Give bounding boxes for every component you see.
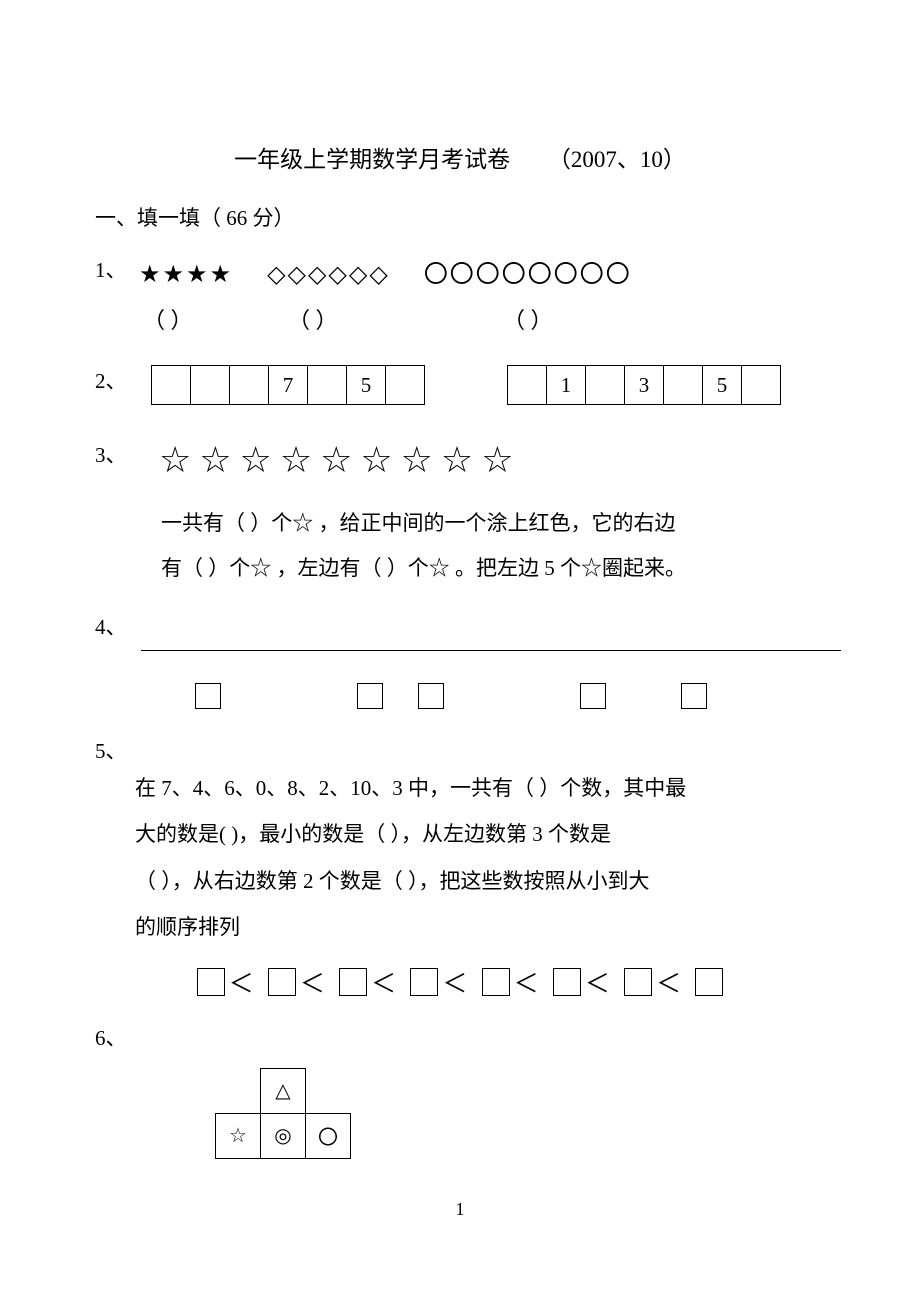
q5-ord-box-6 (553, 968, 581, 996)
q1-circles: 〇〇〇〇〇〇〇〇 (424, 254, 632, 289)
q3-stars: ☆☆☆☆☆☆☆☆☆ (159, 439, 521, 481)
q5-lt-4: ＜ (442, 971, 469, 998)
title-row: 一年级上学期数学月考试卷 （2007、10） (95, 140, 825, 174)
q6-grid: △ ☆ ◎ 〇 (215, 1068, 825, 1159)
page-title: 一年级上学期数学月考试卷 (234, 140, 510, 174)
q5-ord-box-2 (268, 968, 296, 996)
q6-cell-mid: ◎ (261, 1113, 306, 1158)
question-2: 2、 7 5 1 3 5 (95, 365, 825, 405)
q2-sequence-2: 1 3 5 (507, 365, 781, 405)
q2-s2-c2: 1 (547, 366, 586, 405)
q6-table: △ ☆ ◎ 〇 (215, 1068, 351, 1159)
q4-number: 4、 (95, 611, 135, 641)
q4-box-3 (418, 683, 444, 709)
q2-s2-c4: 3 (625, 366, 664, 405)
q5-lt-5: ＜ (514, 971, 541, 998)
q4-box-4 (580, 683, 606, 709)
q5-lt-6: ＜ (585, 971, 612, 998)
q5-lt-3: ＜ (371, 971, 398, 998)
page-number: 1 (95, 1199, 825, 1220)
q6-cell-right: 〇 (306, 1113, 351, 1158)
q4-number-line (141, 649, 841, 651)
question-3: 3、 ☆☆☆☆☆☆☆☆☆ 一共有（ ）个☆ ，给正中间的一个涂上红色，它的右边 … (95, 439, 825, 591)
q4-box-1 (195, 683, 221, 709)
exam-page: 一年级上学期数学月考试卷 （2007、10） 一、填一填（ 66 分） 1、 ★… (0, 0, 920, 1260)
q5-ordering: ＜ ＜ ＜ ＜ ＜ ＜ ＜ (95, 964, 825, 1000)
q2-s1-c7 (386, 366, 425, 405)
q6-cell-top: △ (261, 1068, 306, 1113)
q2-s2-c5 (664, 366, 703, 405)
q1-blank-1: （ ） (143, 303, 193, 335)
q5-lt-2: ＜ (300, 971, 327, 998)
q3-line-2: 有（ ）个☆ ，左边有（ ）个☆ 。把左边 5 个☆圈起来。 (161, 546, 825, 591)
section-1-header: 一、填一填（ 66 分） (95, 202, 825, 232)
q1-blank-2: （ ） (288, 303, 338, 335)
q3-text: 一共有（ ）个☆ ，给正中间的一个涂上红色，它的右边 有（ ）个☆ ，左边有（ … (95, 501, 825, 591)
q2-s1-c1 (152, 366, 191, 405)
question-6: 6、 △ ☆ ◎ 〇 (95, 1022, 825, 1159)
q2-s2-c6: 5 (703, 366, 742, 405)
q5-line-4: 的顺序排列 (135, 904, 785, 950)
q2-s2-c1 (508, 366, 547, 405)
q5-line-1: 在 7、4、6、0、8、2、10、3 中，一共有（ ）个数，其中最 (135, 765, 785, 811)
question-5: 5、 在 7、4、6、0、8、2、10、3 中，一共有（ ）个数，其中最 大的数… (95, 735, 825, 1000)
q6-cell-empty-2 (306, 1068, 351, 1113)
q5-ord-box-1 (197, 968, 225, 996)
question-1: 1、 ★★★★ ◇◇◇◇◇◇ 〇〇〇〇〇〇〇〇 （ ） （ ） （ ） (95, 254, 825, 335)
question-4: 4、 (95, 611, 825, 709)
q5-ord-box-5 (482, 968, 510, 996)
q1-blanks: （ ） （ ） （ ） (95, 303, 825, 335)
q5-ord-box-7 (624, 968, 652, 996)
q2-s2-c3 (586, 366, 625, 405)
q1-blank-3: （ ） (503, 303, 553, 335)
q6-cell-empty-1 (216, 1068, 261, 1113)
q4-box-5 (681, 683, 707, 709)
q5-ord-box-3 (339, 968, 367, 996)
q2-number: 2、 (95, 365, 135, 395)
q2-s1-c2 (191, 366, 230, 405)
q3-number: 3、 (95, 439, 135, 469)
q5-line-3: （ ），从右边数第 2 个数是（ ），把这些数按照从小到大 (135, 858, 785, 904)
q5-lt-1: ＜ (229, 971, 256, 998)
q5-number: 5、 (95, 735, 135, 765)
q4-box-2 (357, 683, 383, 709)
q2-s1-c4: 7 (269, 366, 308, 405)
page-date: （2007、10） (548, 140, 686, 174)
q2-s2-c7 (742, 366, 781, 405)
q1-stars: ★★★★ (139, 260, 233, 289)
q5-ord-box-8 (695, 968, 723, 996)
q2-s1-c3 (230, 366, 269, 405)
q5-lt-7: ＜ (656, 971, 683, 998)
q5-text: 在 7、4、6、0、8、2、10、3 中，一共有（ ）个数，其中最 大的数是( … (95, 765, 795, 950)
q6-cell-left: ☆ (216, 1113, 261, 1158)
q1-diamonds: ◇◇◇◇◇◇ (267, 260, 390, 289)
q5-ord-box-4 (410, 968, 438, 996)
q2-sequence-1: 7 5 (151, 365, 425, 405)
q2-s1-c6: 5 (347, 366, 386, 405)
q6-number: 6、 (95, 1022, 135, 1052)
q4-boxes (95, 681, 825, 709)
q3-line-1: 一共有（ ）个☆ ，给正中间的一个涂上红色，它的右边 (161, 501, 825, 546)
q2-s1-c5 (308, 366, 347, 405)
q5-line-2: 大的数是( )，最小的数是（ ），从左边数第 3 个数是 (135, 811, 785, 857)
q1-number: 1、 (95, 254, 135, 284)
